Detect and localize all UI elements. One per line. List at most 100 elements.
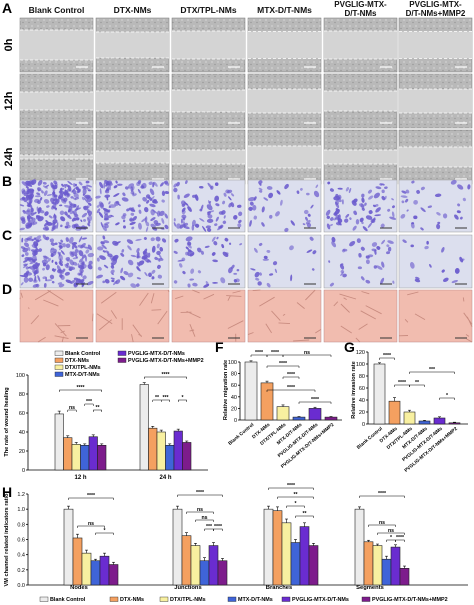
stained-cell [44,225,49,231]
stained-cell [75,186,80,191]
stained-cell [450,179,457,185]
stained-cell [309,236,314,241]
bar [81,552,92,586]
stained-cell [305,216,308,221]
y-tick-label: 0.8 [17,522,25,528]
stained-cell [137,189,141,194]
stained-cell [357,266,362,270]
scratch-gap [248,89,321,113]
stained-cell [368,210,373,215]
x-tick-label: DTX/TPL-NMs [386,426,414,451]
stained-cell [223,192,227,197]
significance-label: **** [271,350,280,356]
stained-cell [330,217,334,221]
stained-cell [331,241,337,248]
tube-image [398,289,473,343]
stained-cell [186,243,192,249]
stained-cell [87,252,95,258]
stained-cell [208,201,212,204]
stained-cell [239,243,243,246]
significance-bracket [282,376,300,379]
stained-cell [261,222,265,227]
stained-cell [127,245,132,251]
stained-cell [46,194,53,196]
stained-cell [373,265,378,269]
stained-cell [451,279,458,284]
significance-label: **** [396,535,405,541]
stained-cell [205,280,209,286]
y-tick-label: 20 [359,410,365,416]
stained-cell [156,243,160,249]
stained-cell [150,209,155,216]
stained-cell [161,190,166,197]
stained-cell [152,198,157,204]
stained-cell [106,196,109,201]
stained-cell [115,201,119,204]
stained-cell [19,274,26,277]
stained-cell [214,182,219,186]
bar [172,508,183,586]
stained-cell [376,246,381,250]
panel-letter: B [2,173,12,189]
significance-label: **** [287,372,296,378]
stained-cell [365,279,371,284]
stained-cell [53,184,58,190]
stained-cell [200,204,204,211]
stained-cell [401,200,405,204]
stained-cell [284,227,289,233]
row-label: 12h [3,91,15,110]
significance-label: **** [196,490,205,496]
stained-cell [269,273,274,276]
stained-cell [181,257,186,262]
stained-cell [110,269,115,274]
invasion-transwell-grid [19,234,473,289]
significance-label: ** [293,492,298,498]
stained-cell [24,252,29,256]
scratch-gap [172,31,245,59]
significance-label: **** [87,493,96,499]
stained-cell [87,221,91,225]
stained-cell [78,257,84,263]
stained-cell [49,238,54,243]
bar [324,416,338,421]
stained-cell [69,259,75,266]
significance-label: **** [214,524,223,530]
bar [139,384,149,471]
stained-cell [137,180,142,185]
stained-cell [82,275,87,280]
stained-cell [263,197,269,201]
stained-cell [56,221,59,229]
stained-cell [405,198,409,203]
stained-cell [52,223,55,230]
stained-cell [59,196,66,201]
panel-letter: H [2,484,12,500]
bar [181,535,192,586]
stained-cell [454,267,460,274]
stained-cell [392,280,395,284]
stained-cell [60,250,65,255]
y-tick-label: 80 [19,392,25,398]
stained-cell [238,211,243,217]
stained-cell [97,246,104,251]
bar [54,413,64,471]
stained-cell [143,236,147,240]
stained-cell [434,193,442,198]
stained-cell [177,194,180,200]
y-tick-label: 0.6 [17,538,25,544]
stained-cell [34,195,41,198]
stained-cell [310,204,314,209]
stained-cell [65,221,70,226]
stained-cell [142,196,148,202]
stained-cell [59,187,65,191]
stained-cell [179,263,183,268]
significance-bracket [144,376,187,379]
stained-cell [204,245,210,248]
stained-cell [185,246,189,250]
stained-cell [27,203,33,208]
legend-label: Blank Control [65,351,101,357]
stained-cell [361,193,365,198]
stained-cell [35,215,42,219]
stained-cell [136,277,141,280]
bar [260,382,274,421]
bar [418,420,431,425]
